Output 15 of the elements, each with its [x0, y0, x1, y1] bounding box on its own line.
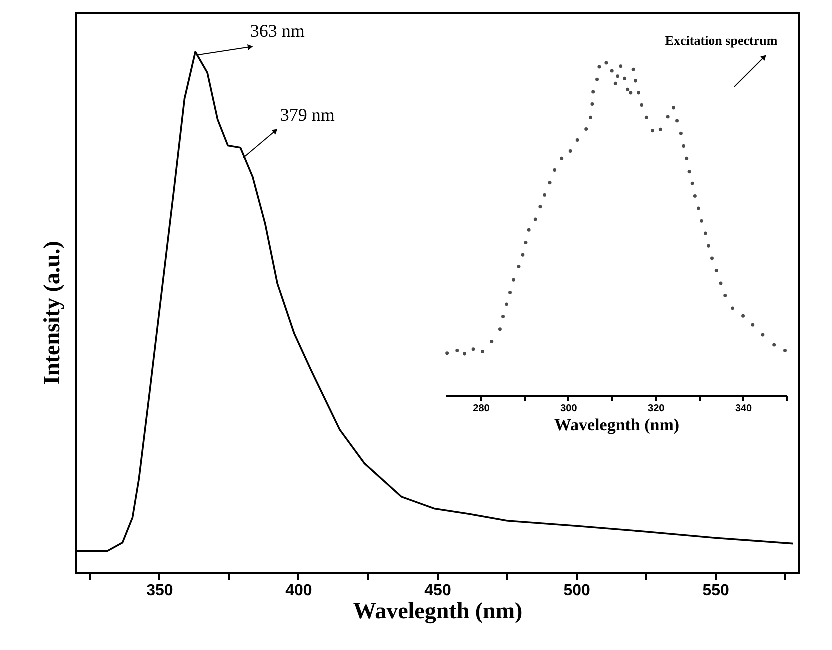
- x-tick-label: 280: [473, 404, 490, 414]
- annotation: 363 nm: [250, 21, 305, 41]
- x-axis-title: Wavelegnth (nm): [353, 598, 523, 624]
- x-tick-label: 350: [146, 582, 174, 600]
- x-tick-label: 500: [564, 582, 590, 600]
- x-tick-label: 340: [735, 404, 753, 414]
- x-tick-label: 550: [702, 582, 730, 600]
- x-tick-label: 400: [286, 582, 312, 600]
- y-axis-title: Intensity (a.u.): [40, 241, 64, 385]
- annotation: 379 nm: [280, 104, 335, 125]
- x-tick-label: 300: [560, 404, 578, 414]
- x-axis-title: Wavelegnth (nm): [554, 416, 680, 434]
- x-tick-label: 450: [424, 582, 452, 600]
- x-tick-label: 320: [648, 404, 666, 414]
- text: Excitation spectrum: [665, 33, 778, 48]
